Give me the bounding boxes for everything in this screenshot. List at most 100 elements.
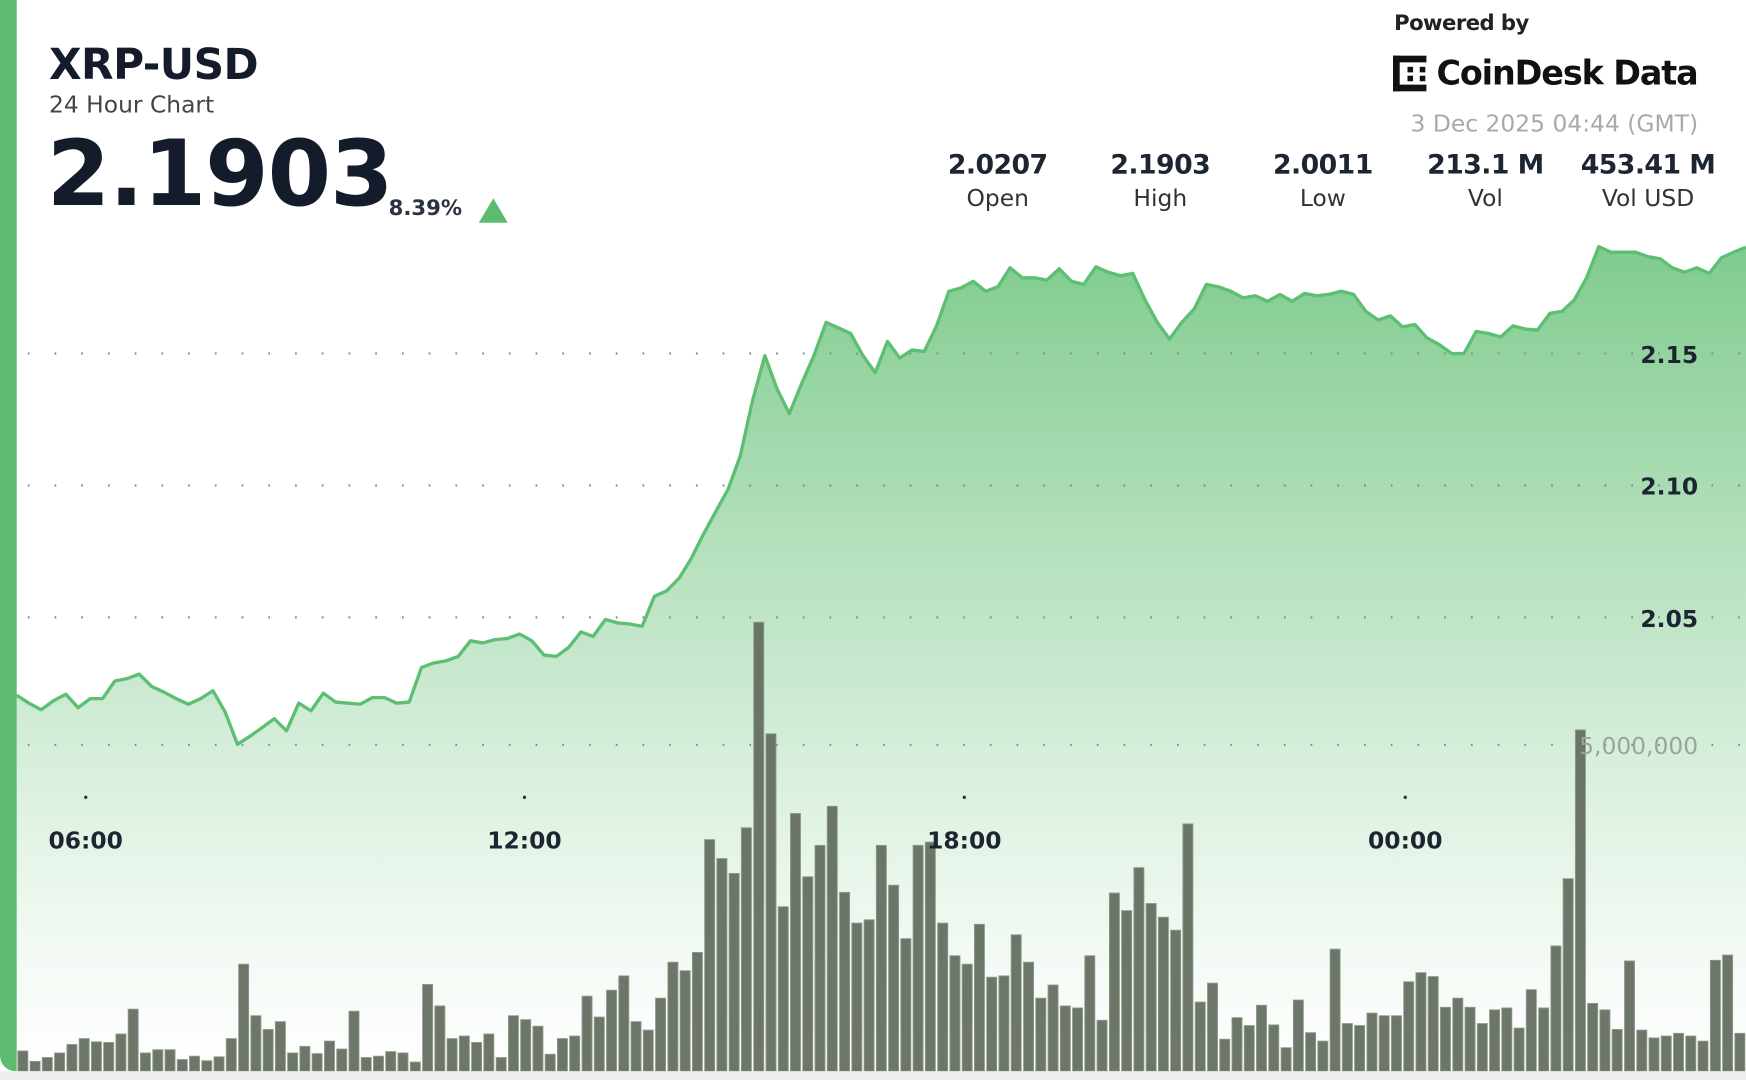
volume-bar [311, 1053, 323, 1072]
volume-bar [1403, 981, 1415, 1072]
volume-bar [1133, 867, 1145, 1072]
y-tick-label: 2.10 [1640, 472, 1698, 500]
volume-bar [888, 884, 900, 1072]
price-line [15, 244, 1746, 746]
volume-bar [1660, 1035, 1672, 1072]
volume-bar [544, 1053, 556, 1072]
stat-value: 2.0011 [1272, 149, 1373, 181]
volume-bar [777, 906, 789, 1072]
volume-bar [201, 1060, 213, 1072]
volume-bar [1317, 1040, 1329, 1072]
volume-bar [1280, 1047, 1292, 1072]
volume-bar [262, 1029, 274, 1072]
volume-bar [1072, 1007, 1084, 1072]
volume-bar [139, 1052, 151, 1072]
volume-bar [41, 1057, 53, 1072]
volume-bar [348, 1010, 360, 1072]
x-tick-mark [1403, 795, 1407, 799]
powered-by-label: Powered by [1394, 11, 1529, 36]
volume-bar [1452, 997, 1464, 1072]
stat-open: 2.0207 Open [920, 149, 1076, 211]
volume-bar [1378, 1015, 1390, 1072]
logo-text: CoinDesk Data [1436, 54, 1698, 93]
volume-bar [397, 1052, 409, 1072]
volume-bar [691, 951, 703, 1072]
stat-high: 2.1903 High [1082, 149, 1238, 211]
volume-bar [826, 805, 838, 1072]
volume-bar [655, 997, 666, 1072]
volume-bar [1354, 1025, 1366, 1072]
volume-bar [1292, 999, 1304, 1072]
volume-bar [1599, 1009, 1611, 1072]
volume-bar [373, 1055, 384, 1072]
stat-label: Vol [1467, 184, 1503, 212]
volume-bar [704, 839, 716, 1072]
volume-bar [1513, 1027, 1525, 1072]
volume-bar [66, 1044, 78, 1072]
y-tick-label: 2.05 [1640, 605, 1698, 633]
x-tick-label: 18:00 [927, 827, 1001, 855]
volume-bar [213, 1056, 225, 1072]
y-tick-label: 2.15 [1640, 341, 1698, 369]
stat-value: 2.1903 [1110, 149, 1211, 181]
volume-bar [839, 891, 851, 1072]
volume-bar [1341, 1023, 1353, 1072]
volume-bar [986, 976, 998, 1072]
volume-bar [324, 1040, 335, 1072]
volume-bar [630, 1021, 642, 1072]
price-area [16, 246, 1746, 1072]
volume-bar [409, 1061, 421, 1072]
current-price: 2.1903 [46, 121, 394, 228]
volume-bar [385, 1051, 397, 1072]
volume-bar [1464, 1006, 1476, 1072]
volume-bar [924, 841, 936, 1072]
volume-bar [973, 923, 985, 1072]
x-tick-mark [84, 795, 88, 799]
volume-bar [287, 1052, 299, 1072]
volume-bar [593, 1016, 605, 1072]
volume-bar [912, 844, 924, 1072]
stat-vol: 213.1 M Vol [1407, 149, 1563, 211]
stat-value: 453.41 M [1580, 149, 1716, 181]
x-tick-label: 00:00 [1368, 827, 1442, 855]
volume-bar [949, 955, 961, 1072]
volume-bar [1108, 892, 1120, 1072]
volume-bar [1476, 1023, 1488, 1072]
volume-bar [1648, 1037, 1660, 1072]
volume-bar [1697, 1040, 1709, 1072]
volume-bar [1685, 1035, 1697, 1072]
volume-bar [299, 1045, 311, 1072]
volume-bar [1550, 945, 1562, 1072]
volume-bar [1182, 823, 1194, 1072]
volume-bar [483, 1033, 495, 1072]
volume-bar [458, 1035, 470, 1072]
volume-bar [875, 844, 887, 1072]
volume-bar [606, 989, 618, 1072]
timestamp: 3 Dec 2025 04:44 (GMT) [1410, 110, 1699, 137]
volume-bar [1673, 1032, 1684, 1072]
volume-bar [1035, 997, 1047, 1072]
volume-bar [1207, 982, 1218, 1072]
volume-bar [1427, 976, 1439, 1072]
volume-bar [1219, 1038, 1231, 1072]
volume-bar [569, 1035, 581, 1072]
x-tick-label: 12:00 [487, 827, 561, 855]
stat-value: 2.0207 [947, 149, 1048, 181]
volume-bar [716, 858, 728, 1072]
volume-bar [1256, 1004, 1267, 1072]
volume-bar [667, 961, 679, 1072]
coindesk-data-logo: CoinDesk Data [1392, 53, 1699, 93]
volume-bar [127, 1008, 139, 1072]
volume-bar [1587, 1002, 1599, 1072]
volume-bar [238, 963, 250, 1072]
chart-subtitle: 24 Hour Chart [48, 91, 215, 119]
volume-bar [1440, 1006, 1451, 1072]
stat-label: Vol USD [1601, 184, 1695, 212]
volume-bar [434, 1005, 446, 1072]
volume-bar [1231, 1017, 1243, 1072]
stat-label: Low [1299, 184, 1346, 212]
volume-bar [998, 975, 1010, 1072]
triangle-up-icon [478, 198, 508, 223]
volume-bar [1624, 960, 1635, 1072]
